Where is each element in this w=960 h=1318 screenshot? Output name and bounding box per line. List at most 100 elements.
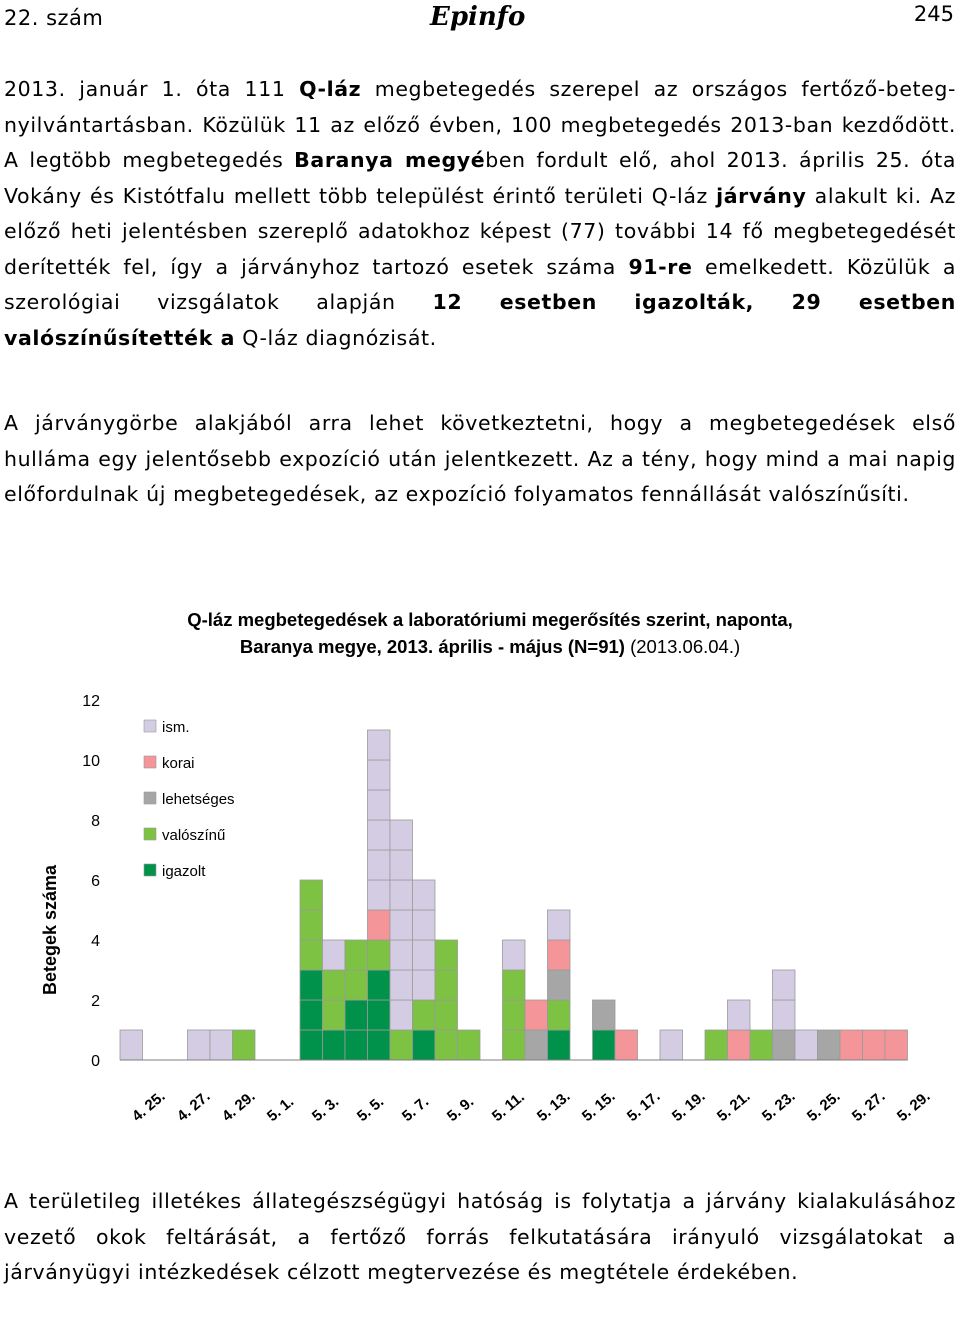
- bar-valószínű-55: [344, 939, 368, 971]
- bar-igazolt-55: [344, 1029, 368, 1061]
- page-number: 245: [913, 2, 954, 26]
- bar-ism.-56: [367, 789, 391, 821]
- paragraph-veterinary-investigation: A területileg illetékes állategészségügy…: [4, 1189, 956, 1284]
- bar-valószínű-514: [547, 999, 571, 1031]
- bar-ism.-56: [367, 819, 391, 851]
- bar-ism.-56: [367, 879, 391, 911]
- bar-ism.-58: [412, 939, 436, 971]
- bar-valószínű-59: [434, 999, 458, 1031]
- bar-igazolt-56: [367, 999, 391, 1031]
- x-tick-label: 5. 13.: [534, 1088, 574, 1125]
- bar-ism.-425: [119, 1029, 143, 1061]
- bar-igazolt-53: [299, 969, 323, 1001]
- y-tick-label: 4: [91, 933, 100, 950]
- legend-label-valószínű: valószínű: [162, 827, 225, 844]
- x-tick-label: 5. 15.: [579, 1088, 619, 1125]
- bar-korai-514: [547, 939, 571, 971]
- y-axis-label: Betegek száma: [40, 864, 60, 995]
- bar-igazolt-55: [344, 999, 368, 1031]
- bar-ism.-54: [322, 939, 346, 971]
- legend-label-igazolt: igazolt: [162, 863, 206, 880]
- bar-lehetséges-514: [547, 969, 571, 1001]
- bar-valószínű-59: [434, 969, 458, 1001]
- bar-lehetséges-526: [817, 1029, 841, 1061]
- bar-igazolt-56: [367, 1029, 391, 1061]
- bar-igazolt-516: [592, 1029, 616, 1061]
- bar-igazolt-56: [367, 969, 391, 1001]
- bar-ism.-56: [367, 729, 391, 761]
- x-tick-label: 5. 19.: [669, 1088, 709, 1125]
- legend-label-lehetséges: lehetséges: [162, 791, 235, 808]
- bar-korai-528: [862, 1029, 886, 1061]
- y-tick-label: 2: [91, 993, 100, 1010]
- x-tick-label: 4. 29.: [219, 1088, 259, 1125]
- x-tick-label: 5. 29.: [894, 1088, 934, 1125]
- bar-ism.-428: [187, 1029, 211, 1061]
- legend-swatch-igazolt: [143, 863, 157, 877]
- bar-korai-529: [884, 1029, 908, 1061]
- bar-ism.-57: [389, 849, 413, 881]
- bar-ism.-525: [794, 1029, 818, 1061]
- bar-ism.-57: [389, 879, 413, 911]
- bar-korai-527: [839, 1029, 863, 1061]
- bar-igazolt-53: [299, 1029, 323, 1061]
- bar-ism.-58: [412, 969, 436, 1001]
- bar-ism.-58: [412, 879, 436, 911]
- bar-korai-56: [367, 909, 391, 941]
- x-tick-label: 5. 9.: [444, 1093, 477, 1125]
- bar-ism.-57: [389, 969, 413, 1001]
- legend-label-ism.: ism.: [162, 719, 190, 736]
- legend-swatch-ism.: [143, 719, 157, 733]
- bar-valószínű-58: [412, 999, 436, 1031]
- epidemic-curve-chart: 0 2 4 6 8 10 12 Betegek száma 4. 25. 4. 27. 4. 29.…: [40, 693, 934, 1125]
- bar-ism.-57: [389, 819, 413, 851]
- legend-label-korai: korai: [162, 755, 195, 772]
- x-tick-label: 5. 7.: [399, 1093, 432, 1125]
- bar-valószínű-512: [502, 1029, 526, 1061]
- bar-valószínű-512: [502, 969, 526, 1001]
- bar-valószínű-510: [457, 1029, 481, 1061]
- bar-lehetséges-513: [524, 1029, 548, 1061]
- bar-valószínű-53: [299, 879, 323, 911]
- x-tick-label: 4. 27.: [174, 1088, 214, 1125]
- legend-swatch-korai: [143, 755, 157, 769]
- bar-ism.-524: [772, 999, 796, 1031]
- x-tick-label: 5. 21.: [714, 1088, 754, 1125]
- bar-igazolt-58: [412, 1029, 436, 1061]
- journal-logo: Epinfo: [430, 2, 526, 32]
- bar-valószínű-430: [232, 1029, 256, 1061]
- bar-igazolt-53: [299, 999, 323, 1031]
- bar-valószínű-54: [322, 999, 346, 1031]
- bar-korai-513: [524, 999, 548, 1031]
- paragraph-outbreak-summary: 2013. január 1. óta 111 Q-láz megbeteged…: [4, 77, 957, 350]
- y-tick-label: 10: [82, 753, 100, 770]
- bar-ism.-519: [659, 1029, 683, 1061]
- bar-ism.-512: [502, 939, 526, 971]
- bar-ism.-56: [367, 849, 391, 881]
- paragraph-epidemic-curve: A járványgörbe alakjából arra lehet köve…: [4, 411, 956, 506]
- y-tick-label: 8: [91, 813, 100, 830]
- y-tick-label: 0: [91, 1053, 100, 1070]
- legend-swatch-valószínű: [143, 827, 157, 841]
- bar-igazolt-54: [322, 1029, 346, 1061]
- x-tick-label: 5. 27.: [849, 1088, 889, 1125]
- bar-valószínű-523: [749, 1029, 773, 1061]
- x-tick-label: 5. 17.: [624, 1088, 664, 1125]
- bar-ism.-57: [389, 909, 413, 941]
- bar-valószínű-53: [299, 909, 323, 941]
- bar-lehetséges-524: [772, 1029, 796, 1061]
- bar-ism.-58: [412, 909, 436, 941]
- bar-ism.-522: [727, 999, 751, 1031]
- legend-swatch-lehetséges: [143, 791, 157, 805]
- bar-lehetséges-516: [592, 999, 616, 1031]
- chart-title: Q-láz megbetegedések a laboratóriumi meg…: [187, 609, 793, 657]
- bar-valószínű-521: [704, 1029, 728, 1061]
- x-tick-label: 4. 25.: [129, 1088, 169, 1125]
- bar-ism.-429: [209, 1029, 233, 1061]
- bar-valószínű-55: [344, 969, 368, 1001]
- bar-ism.-57: [389, 999, 413, 1031]
- bar-ism.-524: [772, 969, 796, 1001]
- bar-korai-517: [614, 1029, 638, 1061]
- y-tick-label: 12: [82, 693, 100, 710]
- bar-valószínű-512: [502, 999, 526, 1031]
